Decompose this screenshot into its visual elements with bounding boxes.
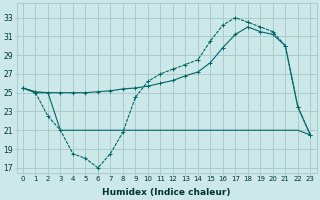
X-axis label: Humidex (Indice chaleur): Humidex (Indice chaleur) <box>102 188 231 197</box>
